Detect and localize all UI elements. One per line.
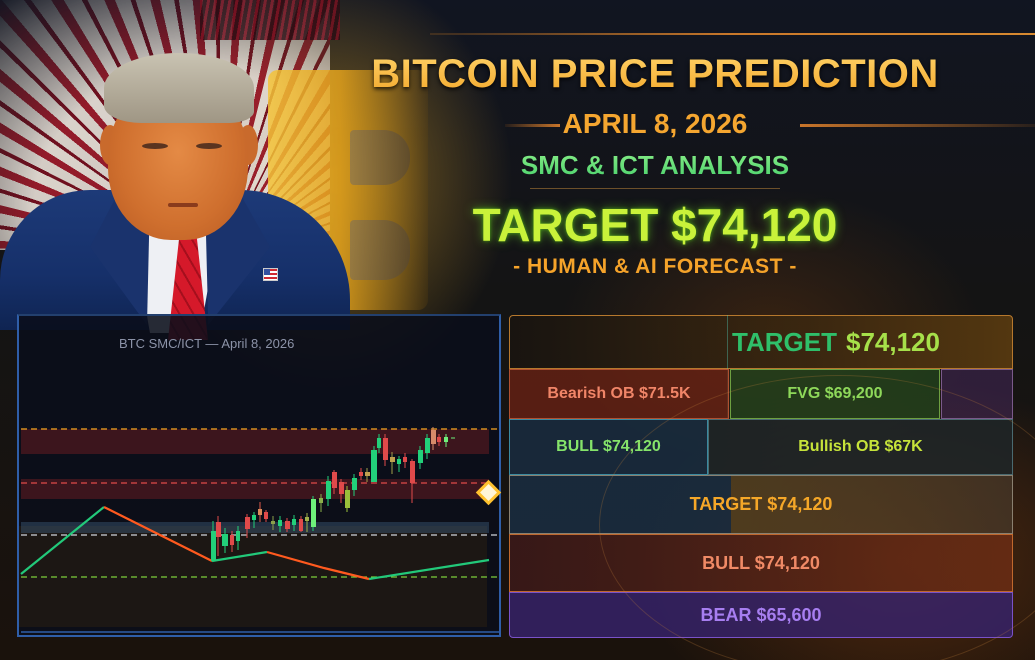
bearish-ob-zone-upper bbox=[21, 429, 489, 454]
bearish-ob-zone bbox=[21, 479, 489, 499]
top-divider bbox=[430, 33, 1035, 35]
mouth bbox=[168, 203, 198, 207]
bitcoin-logo-notch bbox=[350, 130, 410, 185]
bullish-ob-box: Bullish OB $67K bbox=[708, 419, 1013, 475]
bearish-ob-label: Bearish OB $71.5K bbox=[547, 385, 691, 402]
person-portrait bbox=[0, 25, 355, 340]
bullish-ob-label: Bullish OB $67K bbox=[798, 438, 923, 455]
subtitle-divider bbox=[530, 188, 780, 189]
bull-label-secondary: BULL $74,120 bbox=[702, 552, 820, 573]
target-box-secondary: TARGET $74,120 bbox=[509, 475, 1013, 534]
zigzag-up-1 bbox=[20, 506, 105, 575]
analysis-subtitle: SMC & ICT ANALYSIS bbox=[330, 148, 980, 182]
purple-spacer-box bbox=[941, 369, 1013, 419]
title-block: BITCOIN PRICE PREDICTION APRIL 8, 2026 S… bbox=[330, 50, 1035, 281]
eye-left bbox=[142, 143, 168, 149]
candles bbox=[211, 427, 455, 561]
zigzag-up-3 bbox=[368, 558, 490, 581]
levels-panel: TARGET $74,120 Bearish OB $71.5K FVG $69,… bbox=[509, 315, 1035, 660]
bear-label: BEAR $65,600 bbox=[700, 604, 822, 625]
target-word: TARGET bbox=[732, 326, 837, 357]
date-divider-right bbox=[800, 124, 1035, 127]
fvg-box: FVG $69,200 bbox=[730, 369, 940, 419]
red-burst-top bbox=[200, 0, 340, 40]
bull-box-secondary: BULL $74,120 bbox=[509, 534, 1013, 592]
target-headline: TARGET $74,120 bbox=[472, 199, 838, 251]
zigzag-down-1 bbox=[103, 506, 213, 562]
panel-divider-line bbox=[727, 315, 728, 419]
main-title: BITCOIN PRICE PREDICTION bbox=[330, 50, 980, 98]
hair bbox=[104, 53, 254, 123]
zigzag-up-2 bbox=[211, 550, 268, 563]
zigzag-down-2 bbox=[266, 550, 370, 581]
candlestick-chart bbox=[20, 427, 502, 633]
date-divider-left bbox=[505, 124, 560, 127]
date-label: APRIL 8, 2026 bbox=[562, 108, 748, 139]
target-box-content: TARGET $74,120 bbox=[732, 327, 940, 358]
flag-pin-icon bbox=[263, 268, 278, 281]
target-label-secondary: TARGET $74,120 bbox=[689, 494, 833, 514]
fvg-label: FVG $69,200 bbox=[787, 385, 883, 402]
bitcoin-logo-notch bbox=[350, 220, 410, 280]
chart-title: BTC SMC/ICT — April 8, 2026 bbox=[119, 336, 295, 351]
target-value: $74,120 bbox=[845, 326, 940, 357]
bearish-ob-box: Bearish OB $71.5K bbox=[509, 369, 729, 419]
fvg-zone bbox=[21, 522, 489, 533]
forecast-tagline: - HUMAN & AI FORECAST - bbox=[513, 255, 797, 278]
eye-right bbox=[196, 143, 222, 149]
date-row: APRIL 8, 2026 bbox=[330, 106, 1035, 142]
bear-box: BEAR $65,600 bbox=[509, 592, 1013, 638]
target-box-primary: TARGET $74,120 bbox=[509, 315, 1013, 369]
bull-label-primary: BULL $74,120 bbox=[556, 438, 661, 455]
chart-panel: BTC SMC/ICT — April 8, 2026 bbox=[17, 314, 502, 637]
target-diamond-marker bbox=[475, 479, 502, 506]
bull-box-primary: BULL $74,120 bbox=[509, 419, 708, 475]
